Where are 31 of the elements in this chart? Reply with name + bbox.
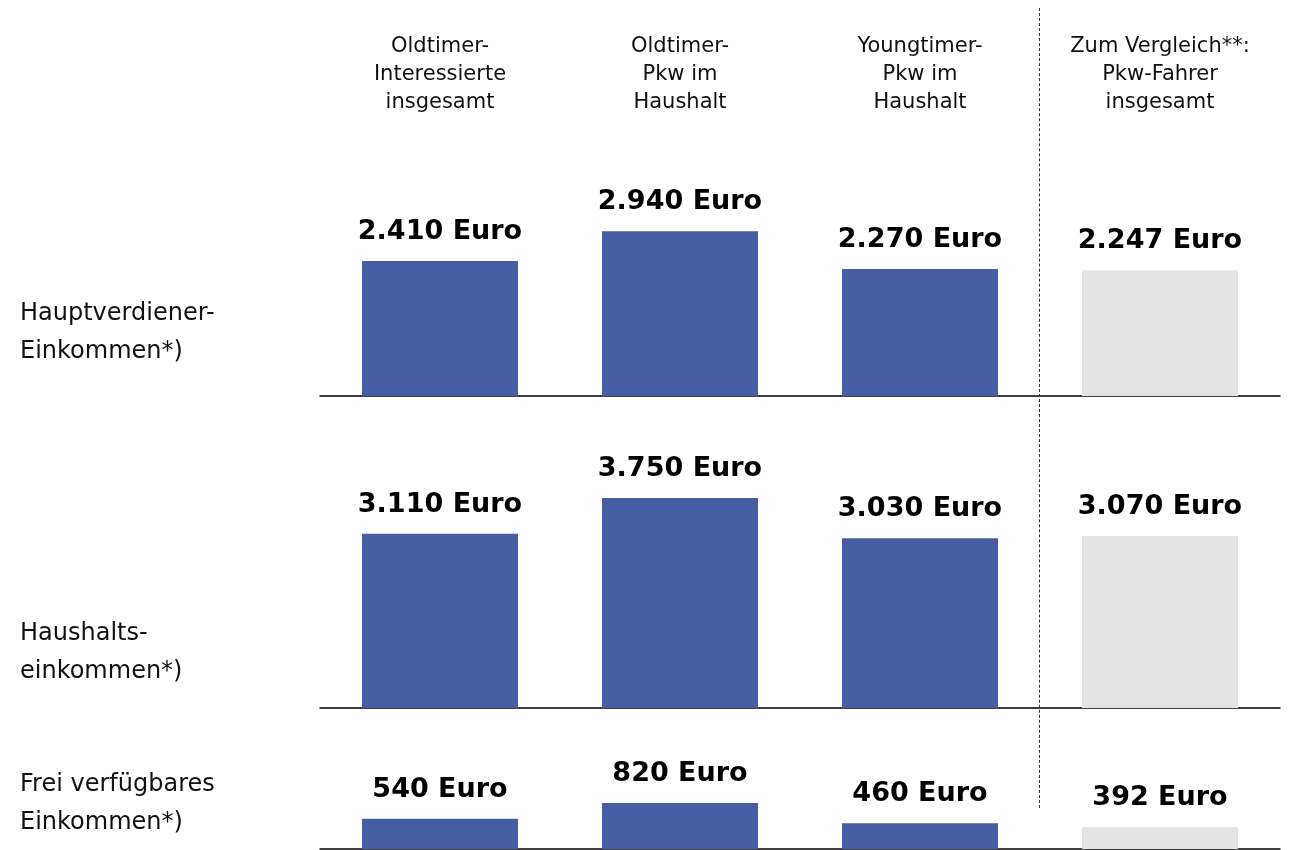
x-tick-label: Youngtimer- Pkw im Haushalt <box>856 33 983 113</box>
bar <box>602 803 758 849</box>
data-label: 3.030 Euro <box>837 491 1003 523</box>
bar <box>602 498 758 708</box>
data-label: 2.247 Euro <box>1077 223 1243 255</box>
data-label: 820 Euro <box>612 756 748 788</box>
x-tick-label: Zum Vergleich**: Pkw-Fahrer insgesamt <box>1070 33 1250 113</box>
data-label: 2.270 Euro <box>837 221 1003 253</box>
x-tick-label: Oldtimer- Pkw im Haushalt <box>630 33 730 113</box>
bar <box>1082 270 1238 396</box>
bar <box>362 533 518 708</box>
data-label: 540 Euro <box>372 771 508 803</box>
bar <box>842 538 998 708</box>
data-label: 3.110 Euro <box>357 486 523 518</box>
data-label: 392 Euro <box>1092 780 1228 812</box>
data-label: 2.410 Euro <box>357 214 523 246</box>
y-axis-title: Hauptverdiener- Einkommen*) <box>20 298 215 364</box>
bar <box>362 818 518 849</box>
data-label: 3.750 Euro <box>597 451 763 482</box>
y-axis-title: Frei verfügbares Einkommen*) <box>20 769 215 835</box>
bar <box>1082 536 1238 708</box>
y-axis-title: Haushalts- einkommen*) <box>20 618 183 684</box>
data-label: 2.940 Euro <box>597 184 763 216</box>
data-label: 3.070 Euro <box>1077 489 1243 521</box>
data-label: 460 Euro <box>852 776 988 808</box>
bar <box>602 231 758 396</box>
bar <box>842 823 998 849</box>
bar <box>842 268 998 396</box>
x-tick-label: Oldtimer- Interessierte insgesamt <box>373 33 507 113</box>
bar <box>362 261 518 396</box>
bar <box>1082 827 1238 849</box>
